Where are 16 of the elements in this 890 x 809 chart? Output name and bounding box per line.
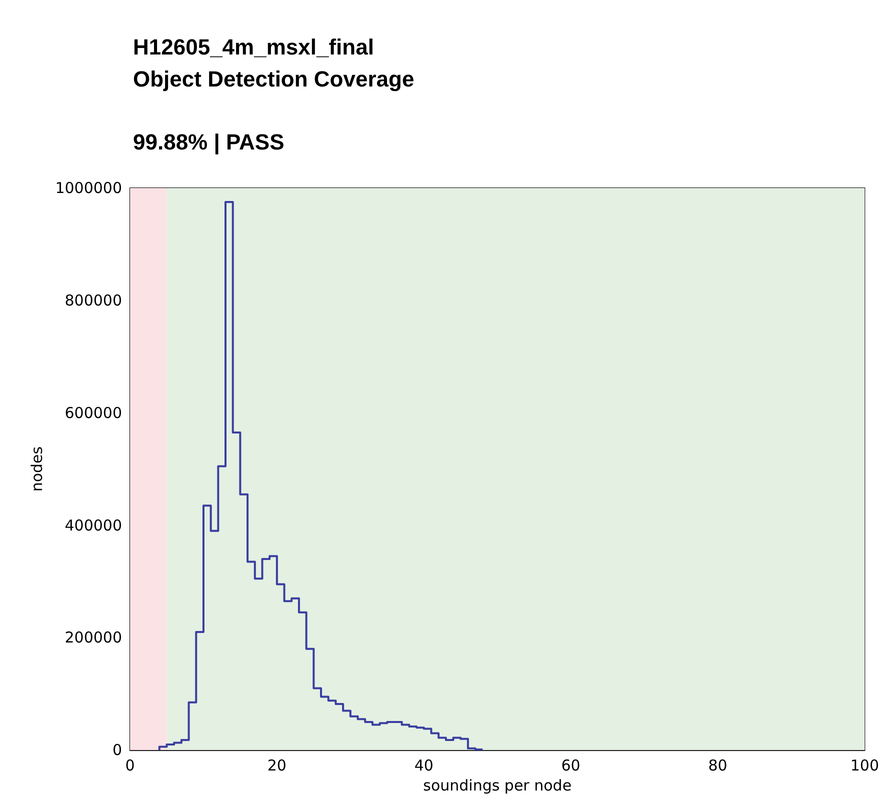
y-tick-label: 800000 [64,291,122,310]
y-tick-label: 400000 [64,516,122,534]
x-tick-label: 100 [850,756,880,775]
x-tick-label: 20 [267,756,286,775]
y-tick-label: 1000000 [55,179,122,197]
chart-subtitle: 99.88% | PASS [133,130,284,154]
x-axis-title: soundings per node [423,776,572,794]
x-tick-label: 60 [561,756,580,775]
x-tick-label: 40 [414,756,434,775]
chart-title: H12605_4m_msxl_final Object Detection Coverage [133,34,414,92]
x-tick-label: 0 [125,756,135,775]
y-axis-title: nodes [28,446,46,492]
y-tick-label: 600000 [64,404,122,422]
x-tick-label: 80 [708,756,728,775]
y-tick-label: 200000 [64,628,122,647]
y-tick-label: 0 [112,741,122,760]
